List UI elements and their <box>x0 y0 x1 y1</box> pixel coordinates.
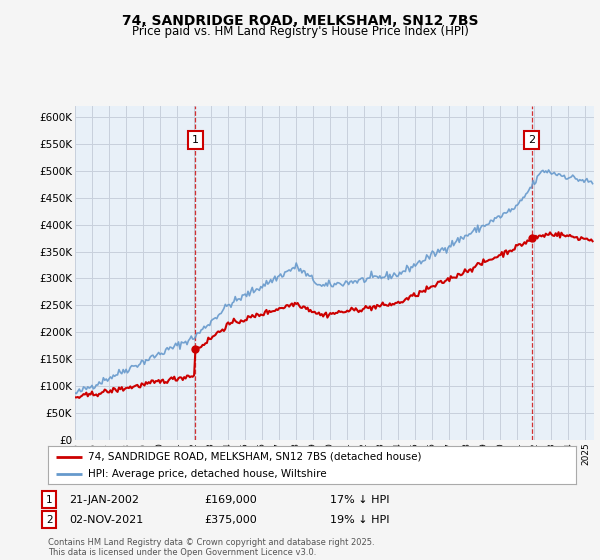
Text: HPI: Average price, detached house, Wiltshire: HPI: Average price, detached house, Wilt… <box>88 469 326 479</box>
Text: 1: 1 <box>46 494 53 505</box>
Text: £375,000: £375,000 <box>204 515 257 525</box>
Text: Price paid vs. HM Land Registry's House Price Index (HPI): Price paid vs. HM Land Registry's House … <box>131 25 469 38</box>
Text: £169,000: £169,000 <box>204 494 257 505</box>
Text: Contains HM Land Registry data © Crown copyright and database right 2025.
This d: Contains HM Land Registry data © Crown c… <box>48 538 374 557</box>
Text: 2: 2 <box>528 135 535 144</box>
Text: 21-JAN-2002: 21-JAN-2002 <box>69 494 139 505</box>
Text: 2: 2 <box>46 515 53 525</box>
Text: 1: 1 <box>192 135 199 144</box>
Text: 19% ↓ HPI: 19% ↓ HPI <box>330 515 389 525</box>
Text: 17% ↓ HPI: 17% ↓ HPI <box>330 494 389 505</box>
Text: 74, SANDRIDGE ROAD, MELKSHAM, SN12 7BS (detached house): 74, SANDRIDGE ROAD, MELKSHAM, SN12 7BS (… <box>88 451 421 461</box>
Text: 02-NOV-2021: 02-NOV-2021 <box>69 515 143 525</box>
Text: 74, SANDRIDGE ROAD, MELKSHAM, SN12 7BS: 74, SANDRIDGE ROAD, MELKSHAM, SN12 7BS <box>122 14 478 28</box>
